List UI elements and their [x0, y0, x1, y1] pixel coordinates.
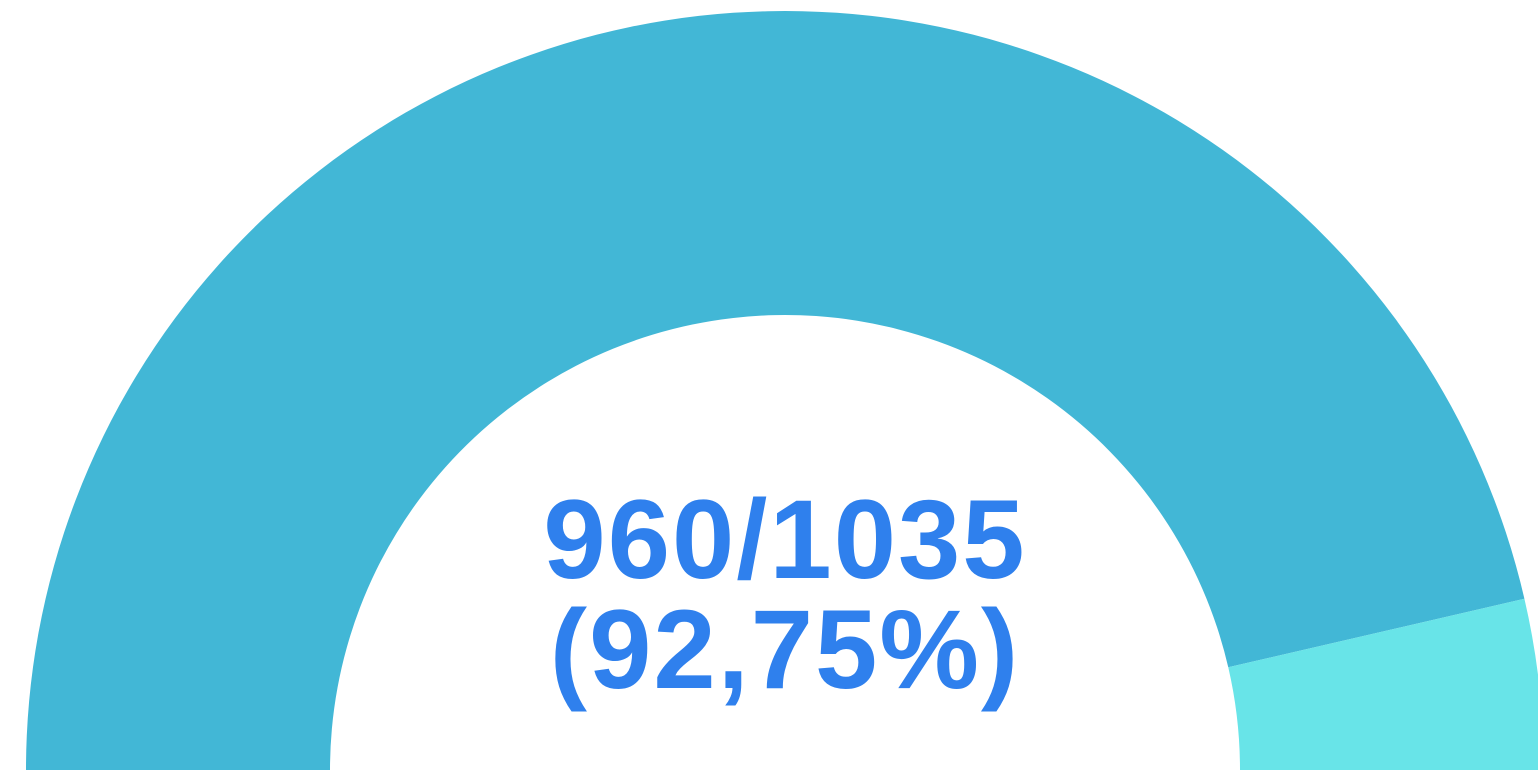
value-label: 960/1035	[543, 477, 1026, 602]
gauge-segment	[26, 10, 1525, 770]
gauge-segment	[1228, 598, 1538, 770]
gauge	[26, 10, 1538, 770]
percent-label: (92,75%)	[550, 587, 1020, 712]
